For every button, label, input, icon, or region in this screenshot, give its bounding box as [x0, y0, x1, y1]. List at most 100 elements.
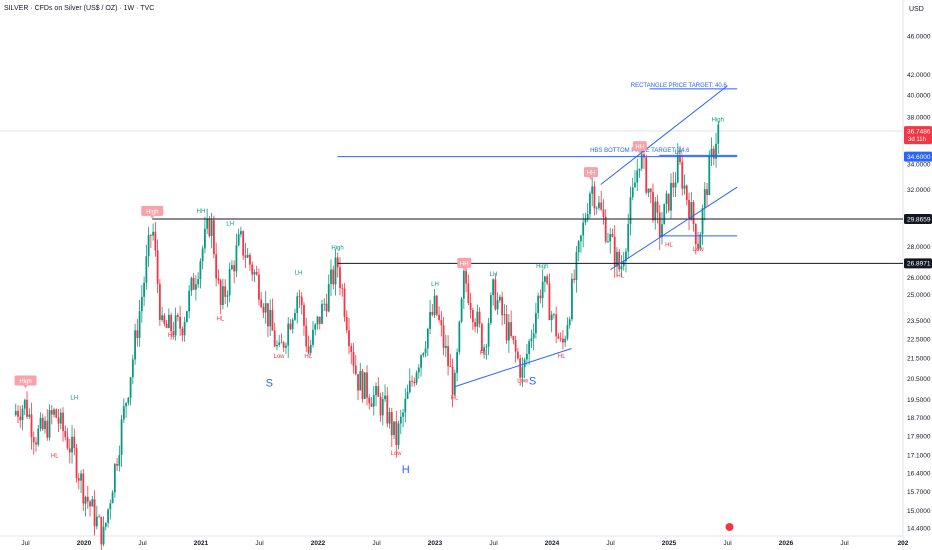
candle-body: [564, 338, 567, 343]
x-tick-label: Jul: [723, 540, 732, 547]
candle-body: [258, 274, 260, 300]
candle-body: [598, 202, 600, 208]
annotation-label: HL: [558, 354, 566, 360]
candle-body: [485, 346, 488, 348]
candle-body: [19, 416, 22, 421]
candle-body: [701, 207, 704, 235]
trend-line[interactable]: [454, 347, 572, 388]
candle-body: [544, 276, 546, 282]
candle-body: [156, 250, 159, 284]
candle-body: [143, 282, 145, 297]
pattern-label: H: [402, 464, 410, 476]
candle-body: [323, 303, 326, 305]
candle-body: [242, 231, 245, 256]
y-tick-label: 17.1000: [907, 453, 931, 460]
candle-body: [118, 455, 121, 466]
candle-body: [84, 496, 87, 504]
candle-body: [109, 503, 112, 510]
pivot-label-text: HH: [460, 261, 469, 267]
candle-body: [77, 478, 80, 481]
candle-body: [208, 218, 211, 236]
candle-body: [469, 303, 472, 311]
candle-body: [577, 241, 580, 253]
candle-body: [48, 410, 51, 438]
candle-body: [694, 223, 697, 244]
candle-body: [589, 193, 591, 215]
candle-body: [681, 161, 684, 189]
candle-body: [217, 278, 220, 281]
candle-body: [89, 501, 91, 507]
candle-body: [611, 234, 614, 237]
y-tick-label: 15.7000: [907, 489, 931, 496]
pivot-label-box: [14, 375, 37, 386]
candle-body: [647, 188, 650, 193]
candle-body: [546, 276, 549, 284]
candle-body: [420, 355, 422, 368]
candle-body: [249, 254, 251, 265]
candle-body: [28, 414, 31, 417]
candle-body: [656, 201, 659, 213]
annotation-label: HL: [304, 354, 312, 360]
candle-body: [289, 323, 292, 330]
candle-body: [197, 279, 200, 285]
candle-body: [53, 409, 55, 415]
candle-body: [516, 351, 519, 359]
trend-line[interactable]: [600, 85, 728, 185]
candle-body: [122, 406, 125, 420]
candle-body: [444, 345, 447, 348]
pivot-label-pointer: [150, 215, 155, 219]
annotation-label: HL: [665, 242, 673, 248]
candle-body: [467, 283, 470, 304]
candle-body: [262, 306, 265, 313]
price-tag-value: 29.8659: [907, 216, 931, 223]
candle-body: [550, 314, 553, 321]
candle-body: [629, 197, 632, 225]
candle-body: [521, 367, 524, 378]
candle-body: [426, 328, 429, 349]
candle-body: [255, 272, 258, 275]
candle-body: [357, 374, 359, 391]
x-tick-label: Jul: [840, 540, 849, 547]
candle-body: [670, 182, 672, 211]
trend-line[interactable]: [610, 186, 738, 271]
candle-body: [404, 398, 407, 413]
candle-body: [100, 516, 103, 545]
candle-body: [384, 395, 386, 400]
candle-body: [366, 372, 368, 398]
candle-body: [129, 377, 132, 398]
candle-body: [379, 396, 382, 416]
chart-title: SILVER · CFDs on Silver (US$ / OZ) · 1W …: [4, 5, 155, 12]
candle-body: [62, 412, 64, 431]
candle-body: [303, 305, 305, 326]
candle-body: [541, 281, 544, 299]
candle-body: [104, 522, 107, 527]
candle-body: [386, 395, 389, 424]
candle-body: [483, 347, 486, 352]
annotation-label: LH: [70, 396, 78, 402]
y-tick-label: 23.5000: [907, 318, 931, 325]
candle-body: [539, 295, 542, 299]
candle-body: [21, 408, 24, 421]
pivot-label-pointer: [462, 267, 467, 271]
candle-body: [240, 231, 242, 235]
candle-body: [276, 344, 278, 347]
candle-body: [643, 154, 645, 158]
candle-body: [44, 420, 46, 430]
candle-body: [575, 252, 578, 280]
annotation-label: Low: [517, 379, 529, 385]
candle-body: [433, 295, 436, 315]
candle-body: [697, 243, 699, 249]
candle-body: [107, 509, 109, 523]
price-tag-countdown: 3d 11h: [908, 137, 926, 143]
candle-body: [314, 324, 317, 330]
y-tick-label: 32.0000: [907, 187, 931, 194]
candle-body: [251, 264, 254, 275]
candle-body: [235, 245, 238, 272]
x-tick-label: 2025: [662, 540, 677, 547]
candle-body: [35, 442, 37, 445]
pivot-label-pointer: [23, 385, 28, 389]
annotation-label: High: [536, 264, 548, 270]
candle-body: [688, 200, 690, 220]
event-flag-icon[interactable]: [725, 523, 734, 531]
